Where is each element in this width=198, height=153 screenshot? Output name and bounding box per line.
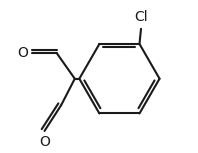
- Text: O: O: [39, 135, 50, 149]
- Text: Cl: Cl: [134, 10, 148, 24]
- Text: O: O: [17, 46, 28, 60]
